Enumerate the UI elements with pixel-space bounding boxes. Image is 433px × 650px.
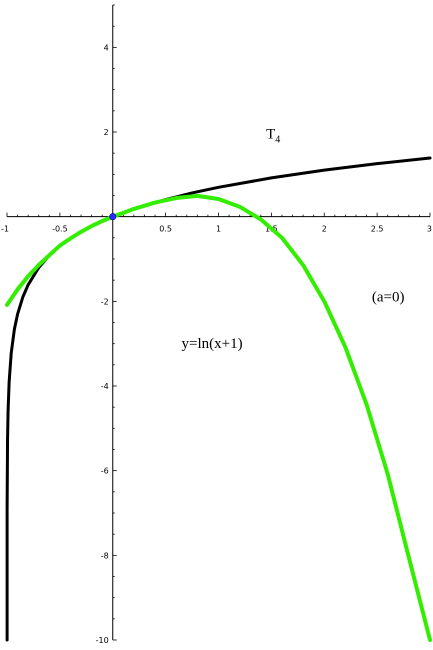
x-tick-label: 1 [216, 225, 221, 234]
y-tick-label: -8 [101, 551, 109, 560]
x-tick-label: 3 [427, 225, 432, 234]
origin-point [109, 213, 117, 221]
annotations-layer: T4 (a=0) y=ln(x+1) [181, 126, 404, 352]
x-tick-label: -1 [1, 225, 9, 234]
series-layer [5, 156, 432, 642]
x-tick-label: 2.5 [371, 225, 384, 234]
y-tick-label: -4 [101, 382, 109, 391]
annotation-1: (a=0) [372, 289, 405, 305]
points-layer [109, 213, 117, 221]
series-taylor-curve [5, 193, 432, 642]
annotation-0: T4 [266, 126, 280, 145]
x-tick-label: 0.5 [159, 225, 172, 234]
y-tick-label: -2 [101, 297, 109, 306]
y-tick-label: 4 [104, 43, 109, 52]
y-tick-label: 2 [104, 128, 109, 137]
y-tick-label: -6 [101, 467, 109, 476]
axes: -1 -0.5 0.5 1 1.5 2 2.5 3-10-8-6-4-224 [1, 4, 432, 645]
y-tick-label: -10 [96, 636, 109, 645]
annotation-2: y=ln(x+1) [181, 336, 242, 352]
x-tick-label: -0.5 [52, 225, 68, 234]
x-tick-label: 2 [322, 225, 327, 234]
